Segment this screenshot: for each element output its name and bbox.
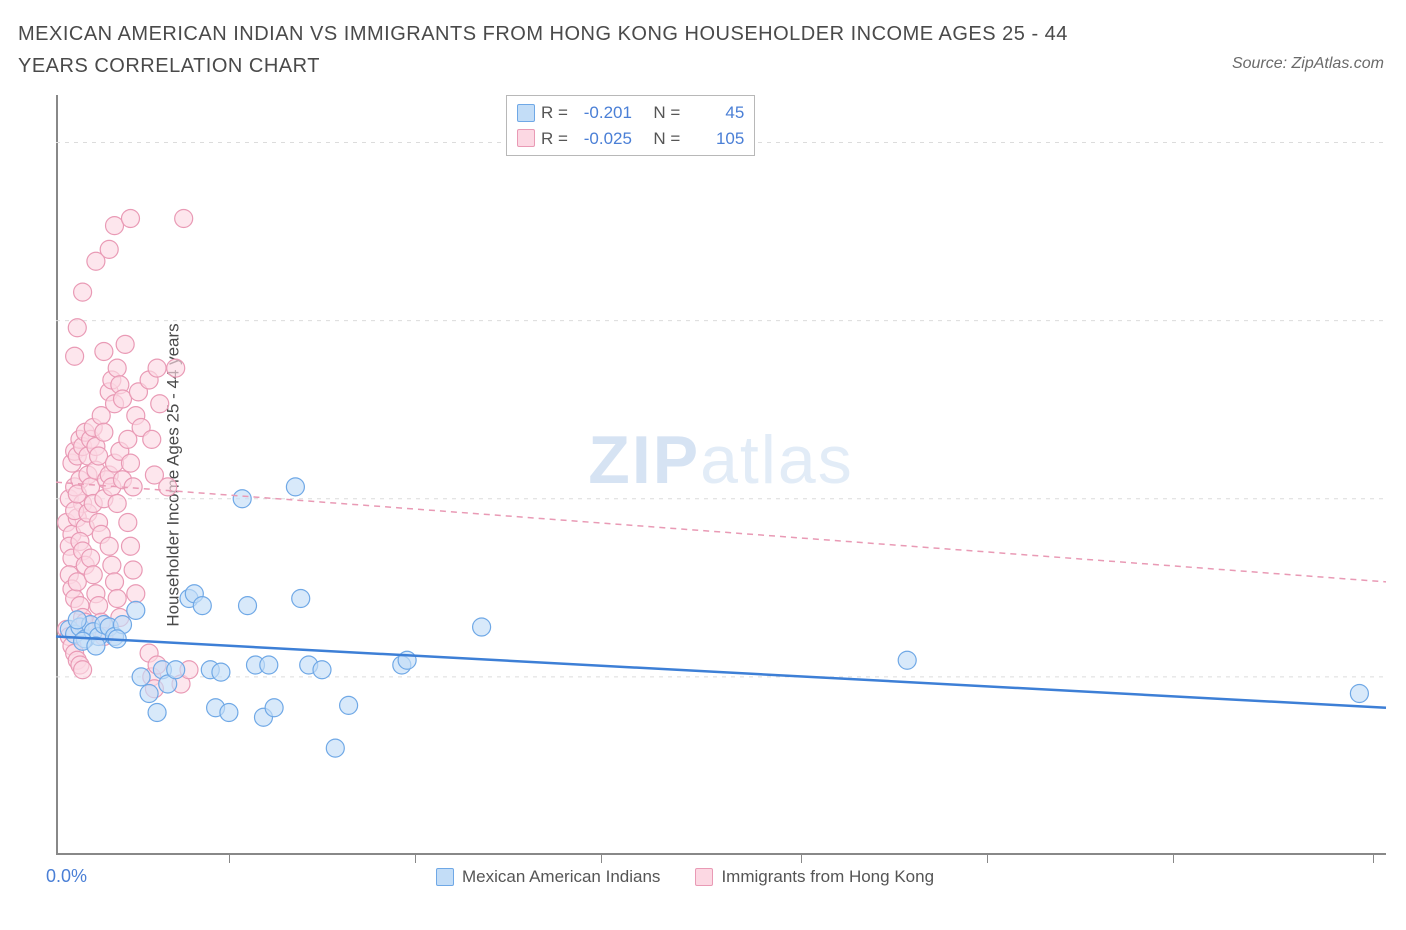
data-point <box>103 556 121 574</box>
data-point <box>100 537 118 555</box>
n-label: N = <box>653 126 680 152</box>
data-point <box>106 217 124 235</box>
data-point <box>143 430 161 448</box>
data-point <box>159 478 177 496</box>
x-tick <box>601 855 602 863</box>
data-point <box>106 573 124 591</box>
data-point <box>151 395 169 413</box>
stats-row-series-0: R = -0.201 N = 45 <box>517 100 744 126</box>
x-tick <box>1373 855 1374 863</box>
data-point <box>167 359 185 377</box>
plot-area: ZIPatlas Householder Income Ages 25 - 44… <box>56 95 1386 855</box>
y-tick-label: $225,000 <box>1401 310 1406 331</box>
legend-swatch-0 <box>436 868 454 886</box>
r-value-0: -0.201 <box>574 100 632 126</box>
swatch-series-0 <box>517 104 535 122</box>
data-point <box>212 663 230 681</box>
data-point <box>95 343 113 361</box>
legend-label-0: Mexican American Indians <box>462 867 660 887</box>
legend-item-1: Immigrants from Hong Kong <box>695 867 934 887</box>
data-point <box>68 573 86 591</box>
data-point <box>167 661 185 679</box>
legend-label-1: Immigrants from Hong Kong <box>721 867 934 887</box>
y-tick-label: $300,000 <box>1401 132 1406 153</box>
data-point <box>233 490 251 508</box>
y-tick-label: $75,000 <box>1401 666 1406 687</box>
data-point <box>132 668 150 686</box>
r-label: R = <box>541 100 568 126</box>
chart-svg <box>56 95 1386 855</box>
x-tick <box>987 855 988 863</box>
data-point <box>68 611 86 629</box>
legend-swatch-1 <box>695 868 713 886</box>
x-tick <box>415 855 416 863</box>
data-point <box>90 597 108 615</box>
data-point <box>193 597 211 615</box>
n-value-1: 105 <box>686 126 744 152</box>
data-point <box>84 566 102 584</box>
r-value-1: -0.025 <box>574 126 632 152</box>
data-point <box>116 335 134 353</box>
data-point <box>260 656 278 674</box>
data-point <box>1350 685 1368 703</box>
data-point <box>148 704 166 722</box>
n-value-0: 45 <box>686 100 744 126</box>
source-attribution: Source: ZipAtlas.com <box>1232 55 1384 73</box>
data-point <box>90 447 108 465</box>
data-point <box>74 283 92 301</box>
data-point <box>66 347 84 365</box>
legend-item-0: Mexican American Indians <box>436 867 660 887</box>
chart-title: MEXICAN AMERICAN INDIAN VS IMMIGRANTS FR… <box>18 18 1138 82</box>
data-point <box>108 359 126 377</box>
data-point <box>148 359 166 377</box>
data-point <box>108 495 126 513</box>
stats-row-series-1: R = -0.025 N = 105 <box>517 126 744 152</box>
data-point <box>95 423 113 441</box>
data-point <box>108 590 126 608</box>
n-label: N = <box>653 100 680 126</box>
data-point <box>340 696 358 714</box>
y-tick-label: $150,000 <box>1401 488 1406 509</box>
data-point <box>74 661 92 679</box>
legend: Mexican American Indians Immigrants from… <box>436 867 934 887</box>
data-point <box>127 601 145 619</box>
data-point <box>473 618 491 636</box>
stats-box: R = -0.201 N = 45 R = -0.025 N = 105 <box>506 95 755 156</box>
x-tick <box>801 855 802 863</box>
data-point <box>175 210 193 228</box>
data-point <box>140 685 158 703</box>
data-point <box>265 699 283 717</box>
data-point <box>124 561 142 579</box>
data-point <box>100 240 118 258</box>
data-point <box>121 454 139 472</box>
data-point <box>898 651 916 669</box>
data-point <box>127 585 145 603</box>
data-point <box>121 210 139 228</box>
data-point <box>326 739 344 757</box>
data-point <box>313 661 331 679</box>
data-point <box>119 514 137 532</box>
x-tick <box>1173 855 1174 863</box>
x-tick <box>229 855 230 863</box>
data-point <box>220 704 238 722</box>
data-point <box>82 549 100 567</box>
trend-line <box>56 482 1386 582</box>
data-point <box>239 597 257 615</box>
r-label: R = <box>541 126 568 152</box>
data-point <box>286 478 304 496</box>
data-point <box>68 319 86 337</box>
data-point <box>292 590 310 608</box>
x-axis-min-label: 0.0% <box>46 866 87 887</box>
data-point <box>114 390 132 408</box>
swatch-series-1 <box>517 129 535 147</box>
data-point <box>121 537 139 555</box>
